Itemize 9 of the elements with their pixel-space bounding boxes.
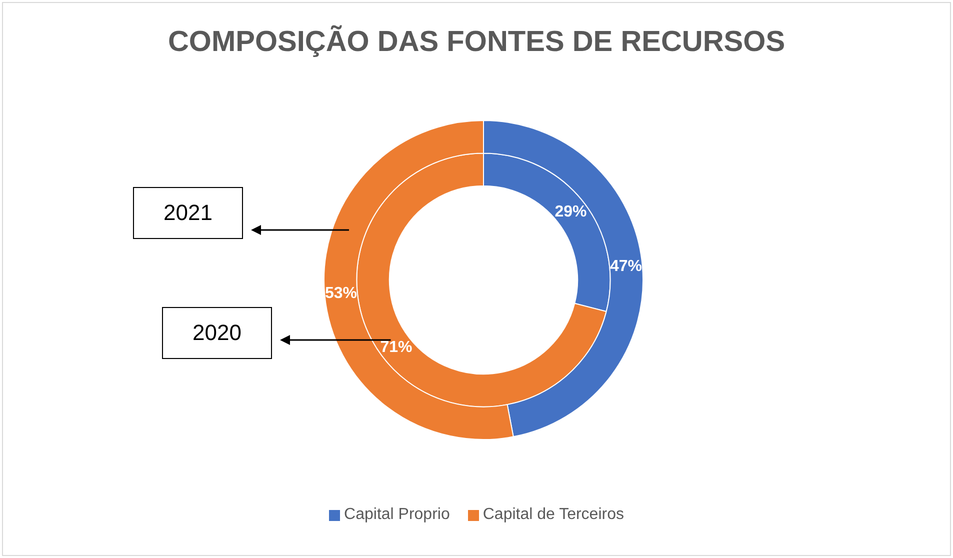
text: 2021 [133,187,243,239]
chart-title: COMPOSIÇÃO DAS FONTES DE RECURSOS [166,26,786,59]
data-label: 29% [554,204,587,221]
text: 2020 [162,307,272,359]
data-label: 53% [324,284,357,302]
data-label: 47% [610,258,642,275]
legend-label: Capital de Terceiros [482,506,624,524]
legend-label: Capital Proprio [344,506,450,524]
data-label: 71% [380,339,412,356]
